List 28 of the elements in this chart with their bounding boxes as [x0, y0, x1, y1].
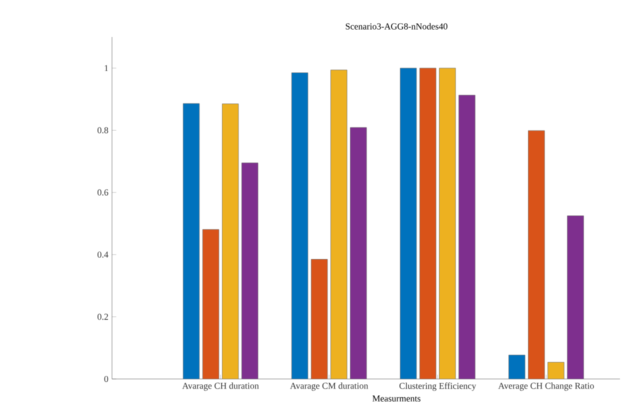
bar [202, 229, 220, 379]
bar [330, 70, 348, 379]
x-axis-title: Measurments [372, 396, 420, 402]
bar [291, 72, 308, 379]
y-tick-label: 1 [104, 65, 108, 72]
y-tick-label: 0.4 [98, 252, 108, 258]
bar [458, 94, 476, 379]
y-tick-label: 0.8 [98, 127, 108, 134]
bar [310, 259, 328, 379]
y-tick-label: 0 [104, 376, 108, 382]
chart-title: Scenario3-AGG8-nNodes40 [346, 23, 448, 30]
bar [567, 216, 584, 379]
bar [528, 130, 545, 379]
x-tick-label: Clustering Efficiency [399, 382, 476, 391]
bar [222, 104, 239, 379]
bar [508, 354, 526, 379]
bar [182, 103, 200, 379]
x-tick-label: Average CH Change Ratio [498, 382, 594, 391]
y-tick-label: 0.6 [98, 189, 108, 196]
bar [242, 162, 258, 379]
x-tick-label: Avarage CM duration [290, 382, 368, 391]
bar [400, 68, 417, 379]
bar [548, 362, 564, 379]
bar [420, 68, 436, 379]
bar [350, 127, 367, 379]
x-tick-label: Avarage CH duration [182, 382, 259, 391]
y-tick-label: 0.2 [98, 314, 108, 320]
bar [439, 68, 456, 379]
